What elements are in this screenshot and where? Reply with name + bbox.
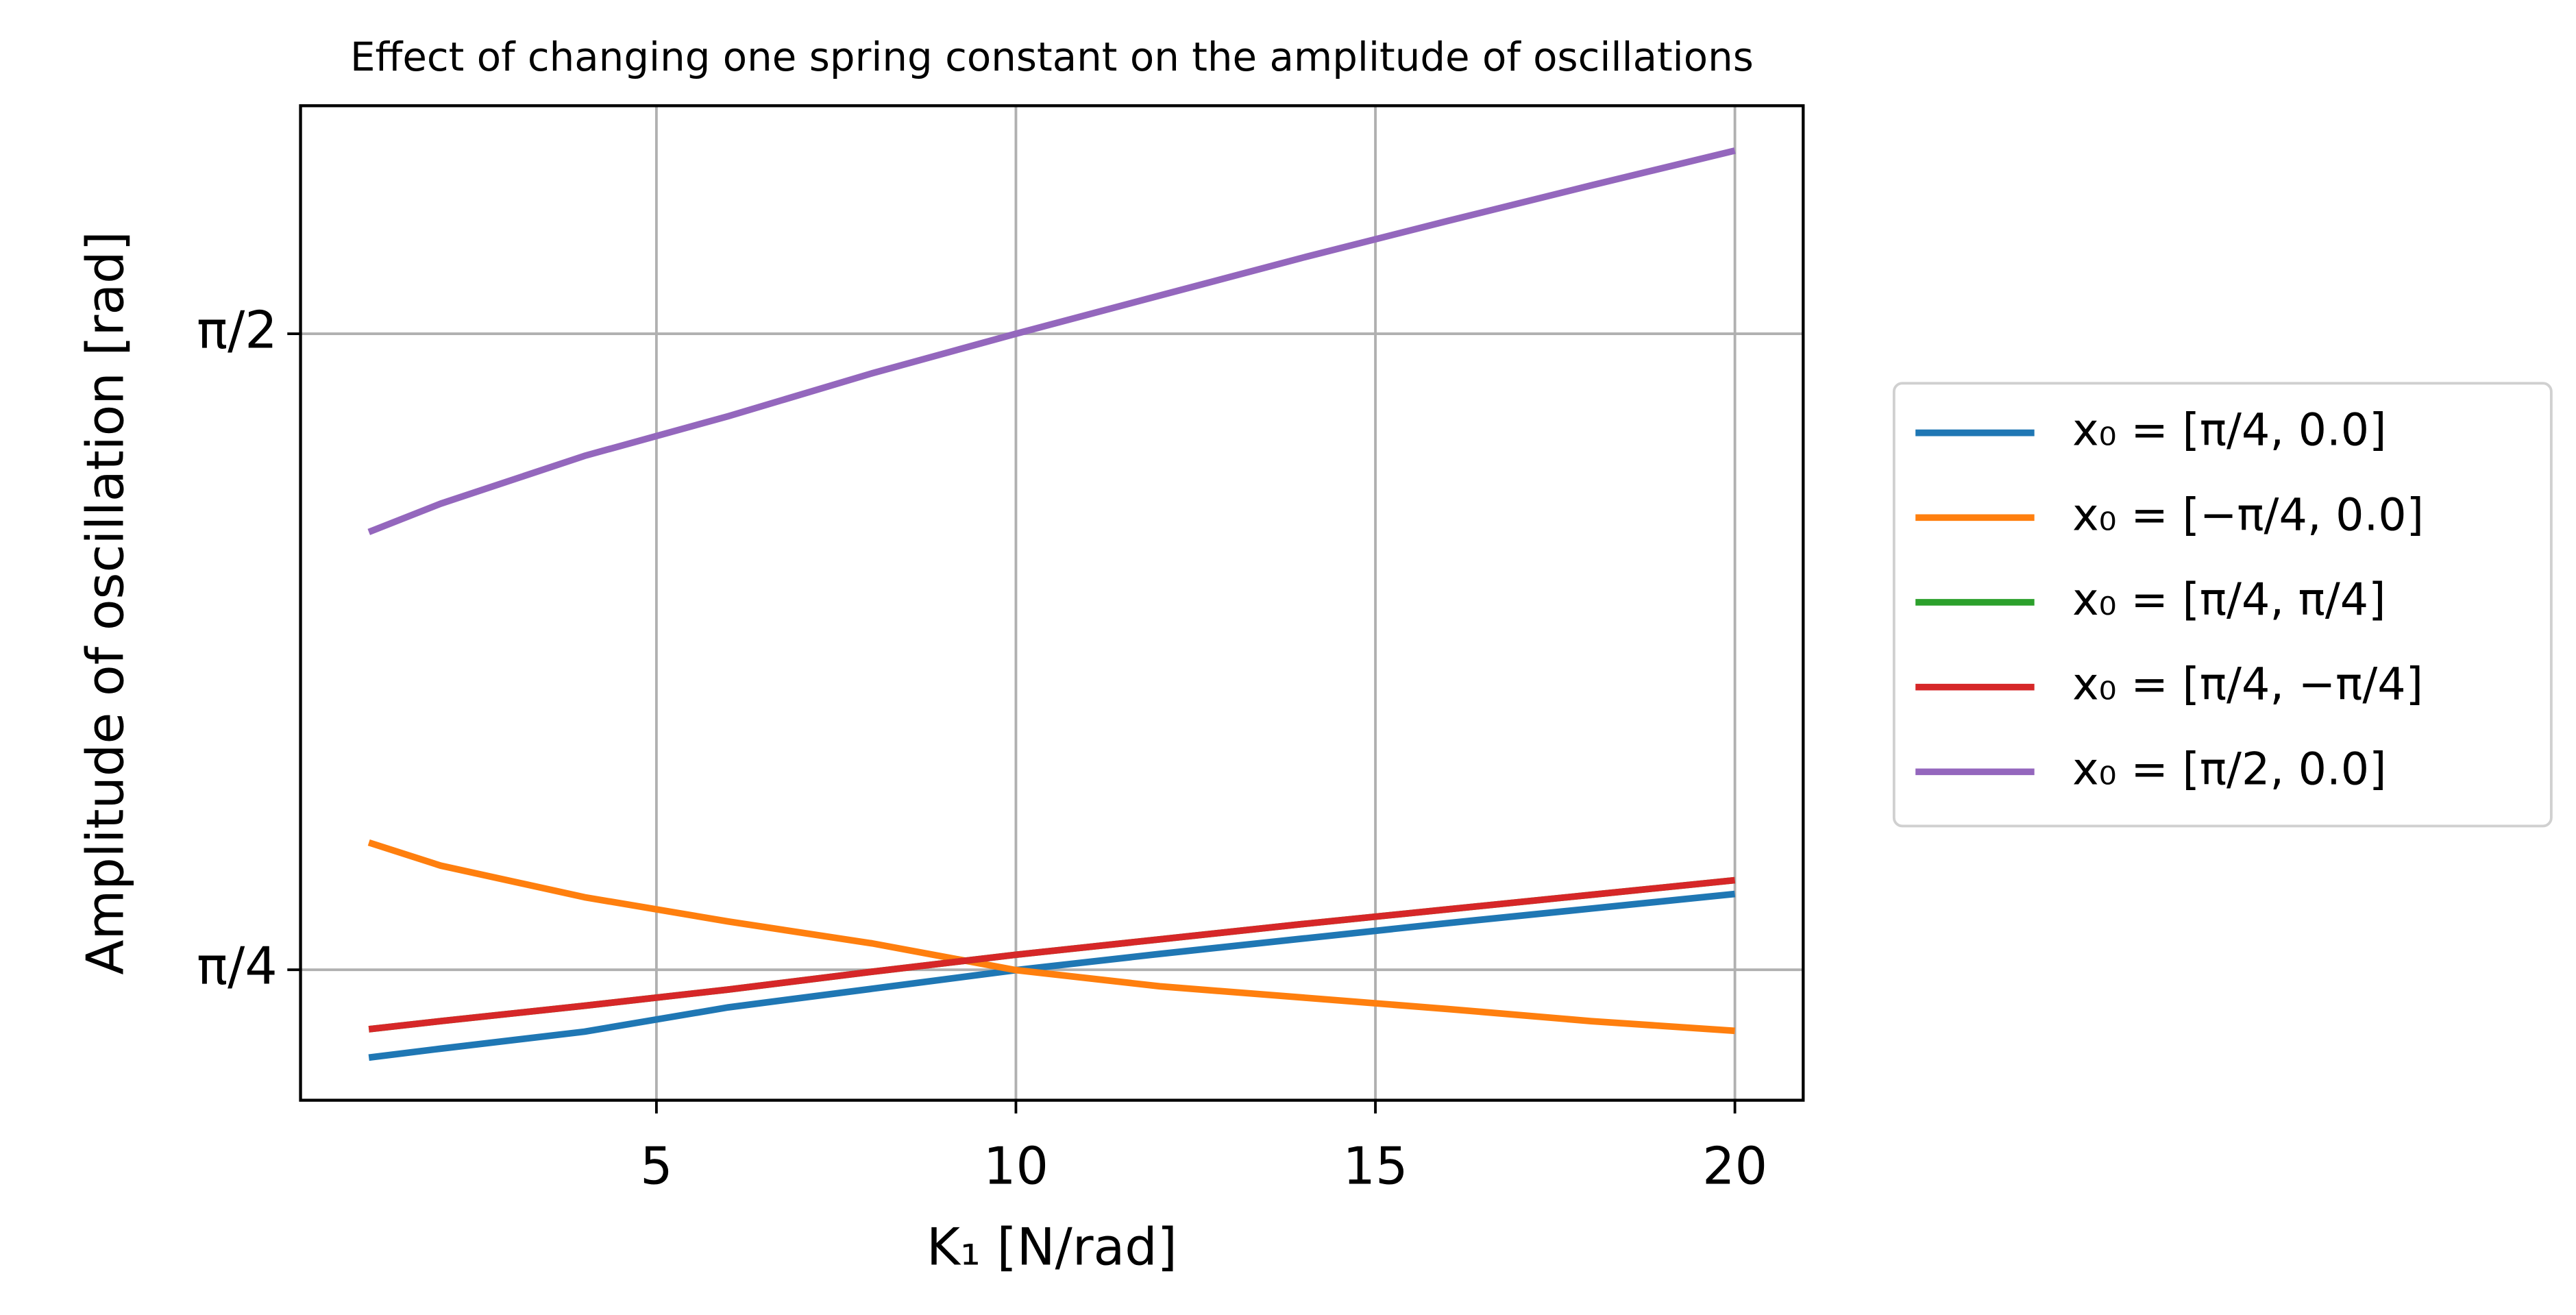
x-tick-label: 20 xyxy=(1702,1136,1767,1196)
chart-title: Effect of changing one spring constant o… xyxy=(350,34,1754,80)
legend-label: x₀ = [π/4, −π/4] xyxy=(2072,659,2423,711)
series-line xyxy=(368,876,1736,1033)
plot-frame xyxy=(299,104,1805,1102)
y-axis-label: Amplitude of oscillation [rad] xyxy=(76,231,136,974)
y-tick-label: π/4 xyxy=(197,937,278,996)
legend-label: x₀ = [π/4, 0.0] xyxy=(2072,405,2386,456)
legend-box xyxy=(1892,382,2553,828)
x-axis-label: K₁ [N/rad] xyxy=(927,1217,1177,1277)
series-line xyxy=(367,839,1735,1035)
legend-label: x₀ = [−π/4, 0.0] xyxy=(2072,489,2424,541)
x-tick-label: 10 xyxy=(983,1136,1048,1196)
legend-label: x₀ = [π/2, 0.0] xyxy=(2072,743,2386,795)
x-tick-label: 5 xyxy=(640,1136,673,1196)
legend-label: x₀ = [π/4, π/4] xyxy=(2072,574,2385,626)
x-tick-label: 15 xyxy=(1343,1136,1408,1196)
series-line xyxy=(367,147,1736,535)
y-tick-label: π/2 xyxy=(197,301,278,360)
